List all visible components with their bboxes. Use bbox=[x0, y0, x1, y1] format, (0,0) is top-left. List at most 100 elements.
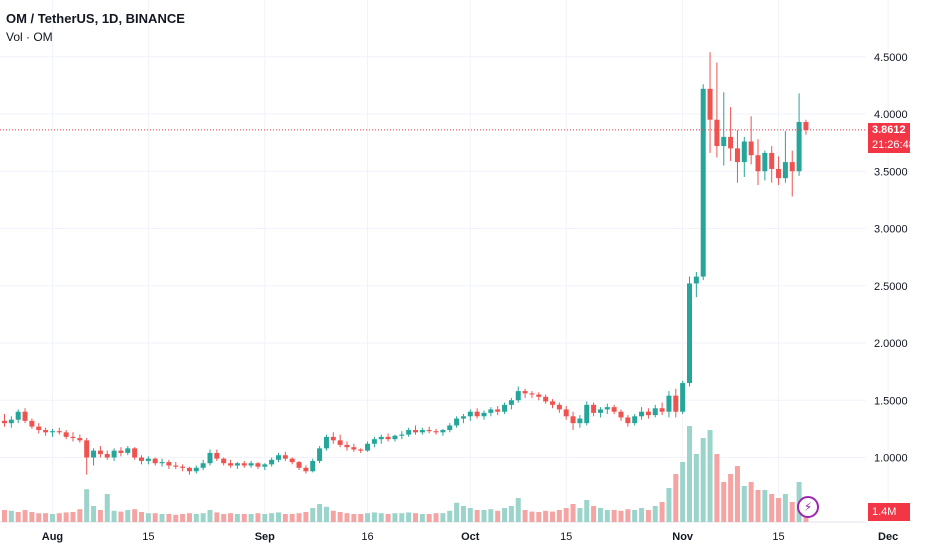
candle-body bbox=[303, 467, 309, 472]
candle-body bbox=[344, 444, 350, 448]
volume-bar bbox=[2, 510, 7, 522]
volume-bar bbox=[63, 512, 69, 522]
candle-body bbox=[803, 122, 809, 131]
volume-bar bbox=[207, 510, 213, 522]
candle-body bbox=[337, 440, 343, 445]
volume-bar bbox=[474, 510, 480, 522]
volume-bar bbox=[200, 513, 206, 522]
candle-body bbox=[132, 448, 138, 458]
candle-body bbox=[563, 409, 569, 417]
volume-bar bbox=[248, 514, 254, 522]
candle-body bbox=[139, 457, 144, 461]
candle-body bbox=[543, 396, 549, 402]
candle-body bbox=[392, 435, 398, 440]
candle-body bbox=[687, 283, 692, 384]
volume-bar bbox=[707, 430, 713, 522]
candle-body bbox=[584, 404, 590, 424]
volume-bar bbox=[447, 510, 453, 522]
candle-body bbox=[358, 449, 364, 451]
candle-body bbox=[460, 416, 466, 419]
volume-bar bbox=[433, 513, 439, 522]
candle-body bbox=[536, 394, 542, 397]
candle-body bbox=[228, 463, 234, 466]
volume-bar bbox=[269, 513, 275, 522]
candle-body bbox=[426, 430, 432, 432]
candle-body bbox=[330, 436, 336, 441]
volume-bar bbox=[748, 482, 754, 522]
candle-body bbox=[474, 411, 480, 417]
price-axis[interactable]: 4.5000 4.0000 3.5000 3.0000 2.5000 2.0000 1.50… bbox=[874, 52, 908, 465]
candle-body bbox=[440, 430, 446, 433]
candle-body bbox=[618, 411, 624, 418]
time-axis[interactable]: Aug 15 Sep 16 Oct 15 Nov 15 Dec bbox=[42, 531, 898, 543]
candle-body bbox=[591, 404, 597, 413]
volume-bar bbox=[296, 513, 302, 522]
candle-body bbox=[200, 463, 206, 468]
volume-bar bbox=[666, 488, 672, 522]
volume-bar bbox=[755, 490, 761, 522]
volume-bar bbox=[618, 510, 624, 522]
volume-bar bbox=[782, 494, 788, 522]
volume-bar bbox=[152, 513, 158, 522]
candle-body bbox=[467, 411, 473, 417]
volume-bar bbox=[440, 513, 446, 522]
candle-body bbox=[234, 463, 240, 466]
volume-indicator-label[interactable]: Vol · OM bbox=[6, 30, 53, 44]
lightning-icon[interactable]: ⚡ bbox=[797, 496, 819, 518]
candle-body bbox=[296, 462, 302, 468]
volume-bar bbox=[49, 514, 55, 522]
candle-body bbox=[262, 464, 268, 467]
volume-bar bbox=[680, 462, 686, 522]
x-tick-label: 15 bbox=[772, 531, 784, 543]
volume-bar bbox=[597, 508, 603, 522]
candle-body bbox=[707, 88, 713, 120]
candle-body bbox=[556, 404, 562, 410]
candle-body bbox=[748, 141, 754, 156]
volume-bar bbox=[186, 513, 192, 522]
volume-bar bbox=[515, 498, 521, 522]
volume-bar bbox=[556, 510, 562, 522]
price-candles bbox=[2, 52, 809, 475]
volume-bar bbox=[77, 509, 83, 522]
candle-body bbox=[323, 436, 329, 449]
volume-bar bbox=[632, 510, 638, 522]
candle-body bbox=[652, 408, 658, 416]
candle-body bbox=[680, 383, 686, 412]
volume-bar bbox=[262, 514, 268, 522]
volume-bar bbox=[255, 513, 261, 522]
candle-body bbox=[454, 418, 460, 426]
x-tick-label: Sep bbox=[255, 531, 275, 543]
volume-bar bbox=[173, 514, 179, 522]
candle-body bbox=[433, 431, 439, 433]
volume-bar bbox=[789, 502, 795, 522]
candle-body bbox=[378, 436, 384, 440]
volume-bar bbox=[762, 490, 768, 522]
candle-body bbox=[721, 136, 727, 147]
volume-bar bbox=[145, 513, 151, 522]
candle-body bbox=[597, 409, 603, 413]
candle-body bbox=[666, 395, 672, 412]
candle-body bbox=[166, 462, 172, 466]
candle-body bbox=[796, 122, 802, 172]
candle-body bbox=[145, 458, 151, 461]
x-tick-label: Dec bbox=[878, 531, 898, 543]
last-price-label: 3.8612 bbox=[868, 123, 910, 138]
volume-bar bbox=[323, 506, 329, 522]
volume-bar bbox=[56, 513, 62, 522]
candle-body bbox=[289, 458, 295, 463]
candle-body bbox=[111, 450, 117, 458]
volume-bar bbox=[693, 454, 699, 522]
volume-bar bbox=[303, 512, 309, 522]
volume-bar bbox=[228, 513, 234, 522]
candle-body bbox=[104, 454, 110, 458]
volume-bar bbox=[159, 514, 165, 522]
candle-body bbox=[221, 458, 227, 464]
symbol-title[interactable]: OM / TetherUS, 1D, BINANCE bbox=[6, 11, 185, 26]
candle-body bbox=[488, 409, 494, 413]
candle-body bbox=[310, 460, 316, 472]
y-tick-label: 1.0000 bbox=[874, 453, 908, 465]
y-tick-label: 3.0000 bbox=[874, 224, 908, 236]
volume-bar bbox=[84, 489, 90, 522]
volume-bar bbox=[550, 511, 555, 522]
